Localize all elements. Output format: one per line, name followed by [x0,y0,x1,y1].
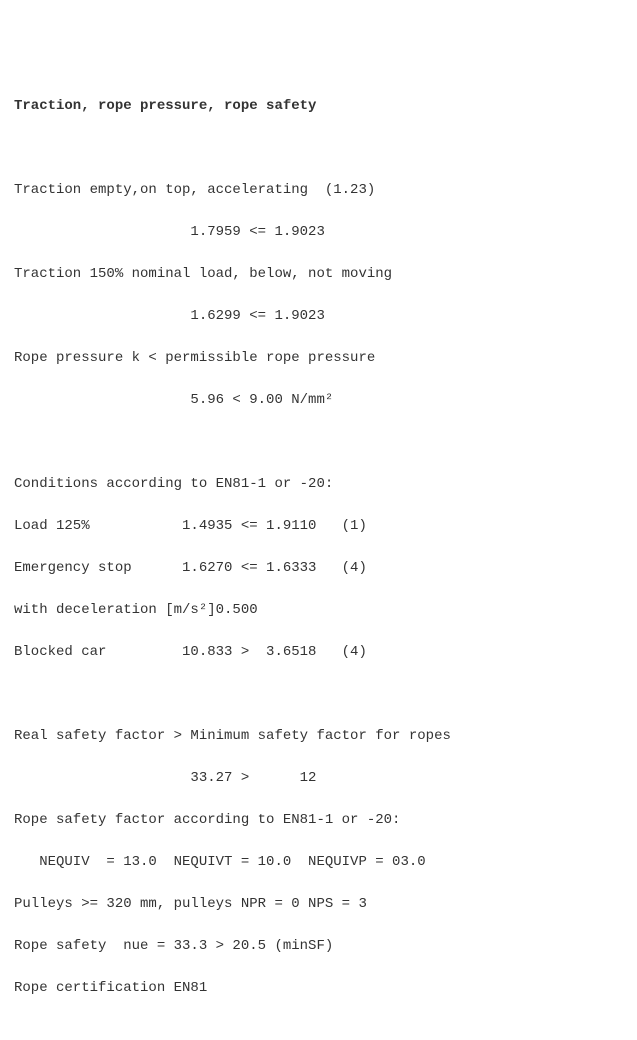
load-125: Load 125% 1.4935 <= 1.9110 (1) [14,516,623,537]
traction-empty-label: Traction empty,on top, accelerating (1.2… [14,180,623,201]
rope-certification: Rope certification EN81 [14,978,623,999]
blocked-car: Blocked car 10.833 > 3.6518 (4) [14,642,623,663]
deceleration: with deceleration [m/s²]0.500 [14,600,623,621]
traction-150-label: Traction 150% nominal load, below, not m… [14,264,623,285]
traction-150-value: 1.6299 <= 1.9023 [14,306,623,327]
pulleys: Pulleys >= 320 mm, pulleys NPR = 0 NPS =… [14,894,623,915]
emergency-stop: Emergency stop 1.6270 <= 1.6333 (4) [14,558,623,579]
traction-empty-value: 1.7959 <= 1.9023 [14,222,623,243]
real-safety-factor-value: 33.27 > 12 [14,768,623,789]
rope-pressure-value: 5.96 < 9.00 N/mm² [14,390,623,411]
conditions-header: Conditions according to EN81-1 or -20: [14,474,623,495]
real-safety-factor-label: Real safety factor > Minimum safety fact… [14,726,623,747]
rope-pressure-label: Rope pressure k < permissible rope press… [14,348,623,369]
section-title: Traction, rope pressure, rope safety [14,96,623,117]
rope-safety-nue: Rope safety nue = 33.3 > 20.5 (minSF) [14,936,623,957]
rope-safety-factor-header: Rope safety factor according to EN81-1 o… [14,810,623,831]
nequiv-values: NEQUIV = 13.0 NEQUIVT = 10.0 NEQUIVP = 0… [14,852,623,873]
blank-line [14,684,623,705]
blank-line [14,1020,623,1040]
blank-line [14,138,623,159]
blank-line [14,432,623,453]
